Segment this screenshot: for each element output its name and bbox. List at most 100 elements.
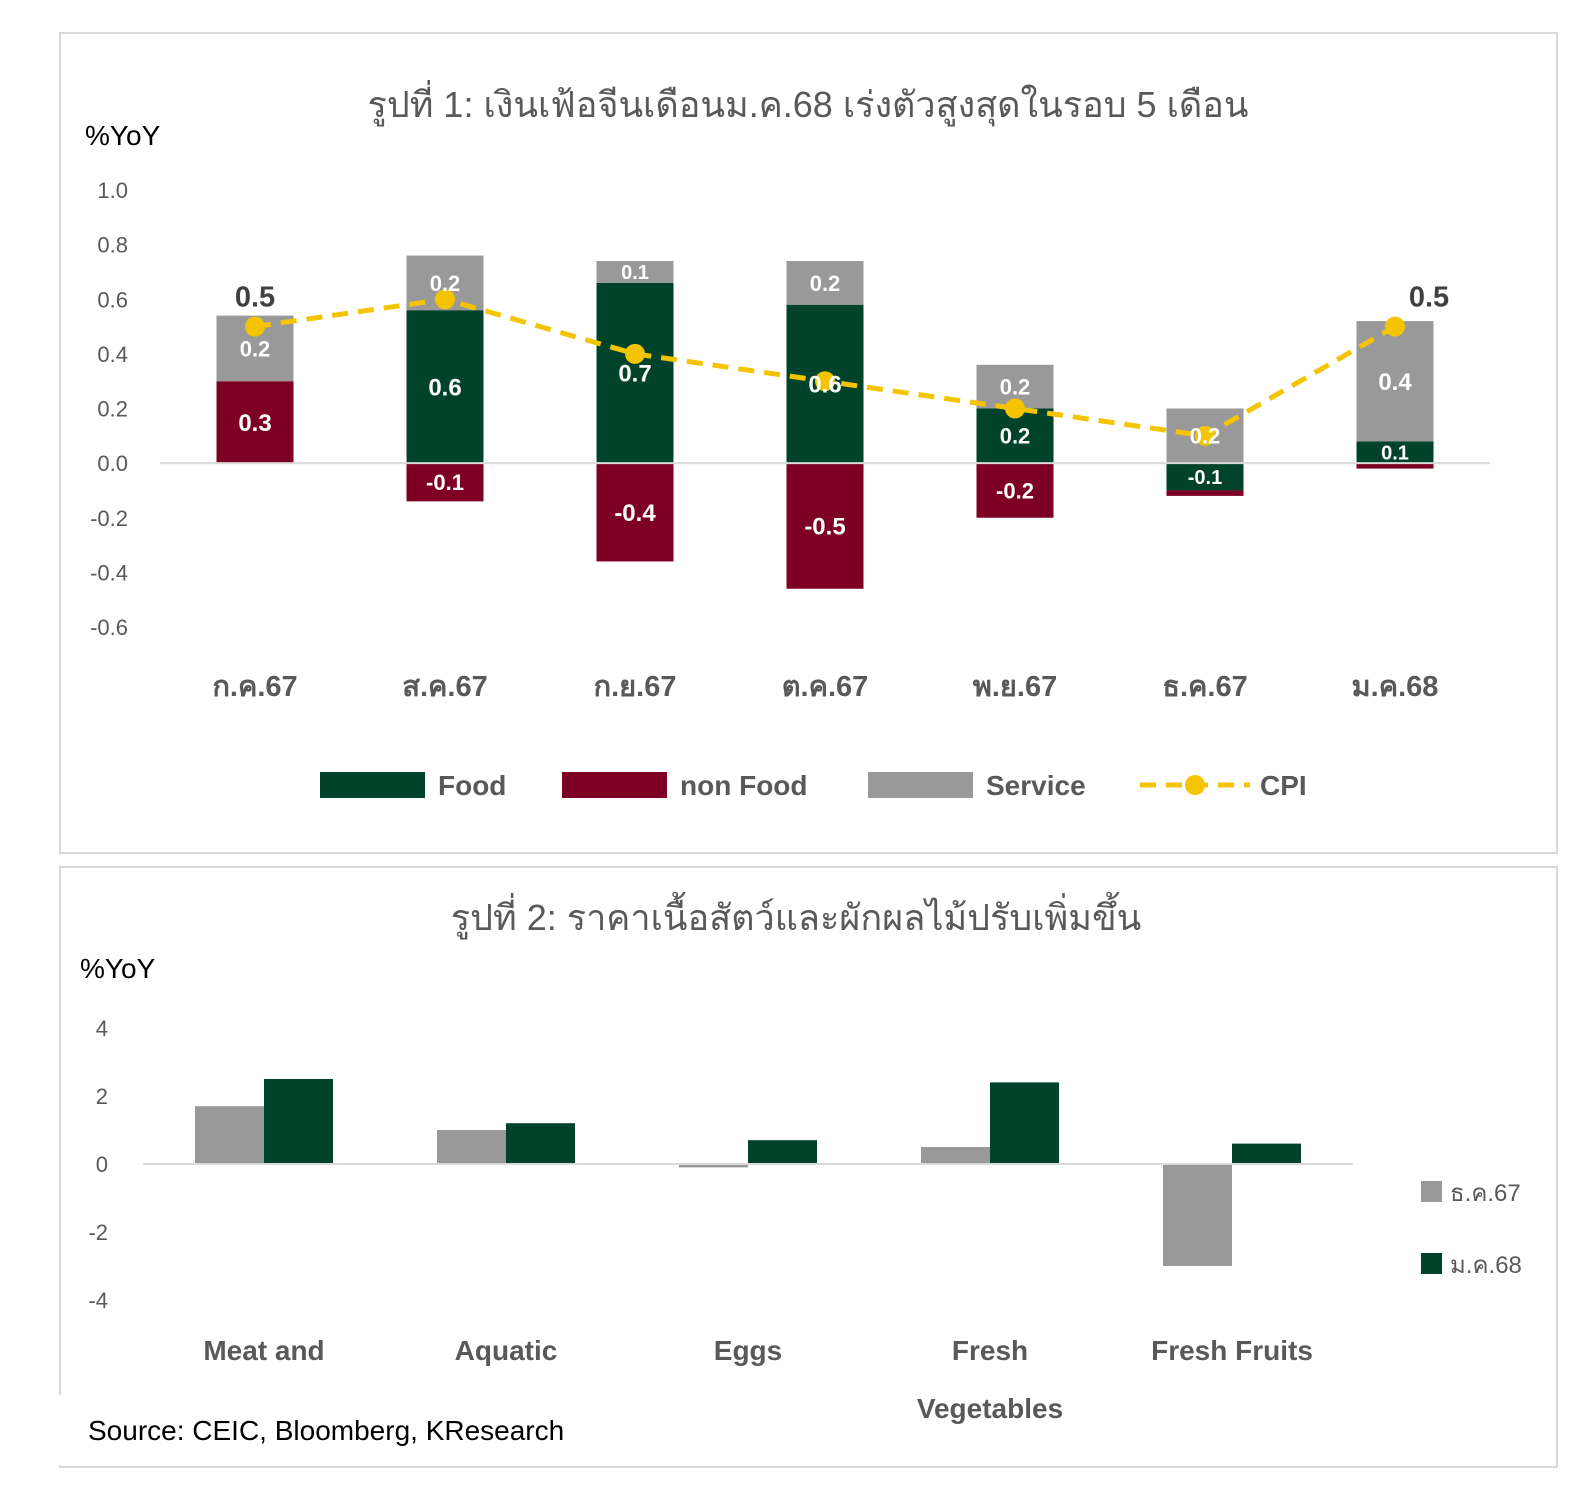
- chart2-legend-swatch: [1421, 1181, 1442, 1202]
- chart1-bar-label: 0.3: [238, 410, 271, 437]
- chart1-bar-non-food: [596, 463, 674, 562]
- chart1-cpi-label: 0.5: [235, 282, 275, 314]
- chart1-bar-label: -0.1: [1188, 467, 1222, 489]
- chart1-bar-non-food: [1166, 490, 1244, 496]
- chart1-cpi-point: [1195, 425, 1215, 446]
- chart2-bar-series-1: [506, 1123, 575, 1164]
- chart2-bar-series-1: [990, 1082, 1059, 1164]
- chart1-bar-food: [1166, 463, 1244, 491]
- chart1-y-tick-label: 0.2: [97, 397, 128, 422]
- chart1-x-tick-label: ส.ค.67: [402, 671, 487, 703]
- chart2-frame: [59, 866, 1558, 1468]
- chart1-bar-service: [786, 261, 864, 305]
- chart2-legend-label: ธ.ค.67: [1450, 1180, 1521, 1207]
- chart2-bar-series-0: [437, 1130, 506, 1164]
- chart2-bar-series-1: [1232, 1143, 1301, 1164]
- chart2-y-axis-label: %YoY: [80, 953, 156, 984]
- chart1-bar-label: 0.1: [621, 262, 649, 284]
- chart2-legend: ธ.ค.67 ม.ค.68: [1421, 1180, 1522, 1279]
- chart1-x-tick-label: พ.ย.67: [973, 671, 1057, 703]
- chart1-legend: Food non Food Service CPI: [320, 770, 1307, 801]
- source-note: Source: CEIC, Bloomberg, KResearch: [88, 1415, 564, 1446]
- chart2-y-tick-label: 0: [96, 1152, 108, 1177]
- chart2-x-tick-label: Meat and: [203, 1335, 324, 1366]
- chart1-x-ticks: ก.ค.67 ส.ค.67 ก.ย.67 ต.ค.67 พ.ย.67 ธ.ค.67 ม.ค.…: [212, 671, 1438, 703]
- chart1-x-tick-label: ม.ค.68: [1352, 671, 1439, 703]
- chart1-bar-label: 0.2: [1000, 424, 1031, 449]
- chart1-bar-label: -0.2: [996, 478, 1034, 503]
- chart1-cpi-point: [245, 316, 265, 337]
- chart2-bar-series-0: [679, 1164, 748, 1168]
- chart1-bar-non-food: [786, 463, 864, 589]
- chart1-legend-label: Service: [986, 770, 1086, 801]
- chart2-y-tick-label: -2: [88, 1220, 108, 1245]
- chart1-y-tick-label: -0.6: [90, 615, 128, 640]
- chart1-title: รูปที่ 1: เงินเฟ้อจีนเดือนม.ค.68 เร่งตัว…: [368, 80, 1249, 127]
- chart1-cpi-line: 0.5 0.5: [235, 282, 1449, 446]
- source-backdrop: [50, 1395, 740, 1465]
- chart1-bar-label: 0.2: [240, 336, 271, 361]
- chart1-bar-label: 0.4: [1378, 369, 1412, 396]
- chart2-x-ticks: Meat and Aquatic Eggs Fresh Vegetables Fresh …: [203, 1335, 1313, 1424]
- chart1-y-tick-label: -0.4: [90, 560, 128, 585]
- chart1-legend-marker-cpi: [1185, 775, 1205, 795]
- chart1-y-tick-label: 0.6: [97, 287, 128, 312]
- chart1-cpi-point: [625, 343, 645, 364]
- chart2-bar-series-1: [264, 1079, 333, 1164]
- chart1-x-tick-label: ธ.ค.67: [1162, 671, 1247, 703]
- chart1-y-ticks: 1.0 0.8 0.6 0.4 0.2 0.0 -0.2 -0.4 -0.6: [90, 178, 128, 640]
- chart1-legend-label: Food: [438, 770, 506, 801]
- chart1-bar-label: 0.2: [430, 271, 461, 296]
- chart2-legend-label: ม.ค.68: [1450, 1252, 1522, 1279]
- chart2-x-tick-label: Fresh Fruits: [1151, 1335, 1313, 1366]
- chart2-bar-series-0: [921, 1147, 990, 1164]
- chart1-bar-label: 0.2: [1190, 424, 1221, 449]
- chart1-bar-food: [596, 282, 674, 464]
- chart1-bar-label: 0.7: [618, 361, 651, 388]
- chart1-x-tick-label: ก.ค.67: [212, 671, 297, 703]
- chart1-bar-non-food: [1356, 463, 1434, 469]
- chart2-x-tick-label: Fresh: [952, 1335, 1028, 1366]
- chart1-bar-non-food: [216, 381, 294, 464]
- chart1-y-axis-label: %YoY: [85, 120, 161, 151]
- chart1-y-tick-label: 0.8: [97, 233, 128, 258]
- chart2-title: รูปที่ 2: ราคาเนื้อสัตว์และผักผลไม้ปรับเ…: [451, 891, 1141, 940]
- chart1-y-tick-label: 0.4: [97, 342, 128, 367]
- chart1-legend-swatch: [868, 772, 973, 798]
- chart2-bars: [195, 1079, 1301, 1266]
- chart2-x-tick-label: Eggs: [714, 1335, 782, 1366]
- chart1-bar-label: 0.1: [1381, 442, 1409, 464]
- chart2-x-tick-label: Vegetables: [917, 1393, 1063, 1424]
- chart1-legend-swatch: [562, 772, 667, 798]
- chart1-bar-label: 0.6: [808, 372, 841, 399]
- chart1-cpi-point: [815, 371, 835, 392]
- chart1-bar-service: [596, 261, 674, 283]
- chart2-y-tick-label: -4: [88, 1288, 108, 1313]
- chart2-y-ticks: 4 2 0 -2 -4: [88, 1016, 108, 1313]
- chart1-x-tick-label: ต.ค.67: [782, 671, 869, 703]
- chart1-cpi-point: [1385, 316, 1405, 337]
- chart1-bar-non-food: [976, 463, 1054, 518]
- chart1-bar-label: -0.5: [804, 514, 845, 541]
- chart2-legend-swatch: [1421, 1253, 1442, 1274]
- chart2-bar-series-0: [195, 1106, 264, 1164]
- chart1-y-tick-label: -0.2: [90, 506, 128, 531]
- chart1-bar-label: -0.4: [614, 500, 656, 527]
- chart1-data-labels: 0.3 0.2 0.6 -0.1 0.2 0.7 -0.4 0.1 0.6 -0.5 0.2 0.2 -…: [238, 262, 1412, 540]
- chart2-y-tick-label: 4: [96, 1016, 108, 1041]
- chart1-bar-label: 0.2: [810, 271, 841, 296]
- chart1-cpi-point: [1005, 398, 1025, 419]
- chart2-x-tick-label: Aquatic: [455, 1335, 558, 1366]
- chart1-y-tick-label: 0.0: [97, 451, 128, 476]
- chart1-bar-food: [406, 310, 484, 464]
- chart1-bar-label: 0.6: [428, 374, 461, 401]
- chart1-cpi-label: 0.5: [1409, 282, 1449, 314]
- chart1-bar-label: 0.2: [1000, 375, 1031, 400]
- chart1-y-tick-label: 1.0: [97, 178, 128, 203]
- chart1-legend-swatch: [320, 772, 425, 798]
- chart1-cpi-point: [435, 289, 455, 310]
- chart1-legend-label: CPI: [1260, 770, 1307, 801]
- chart1-legend-label: non Food: [680, 770, 808, 801]
- chart1-x-tick-label: ก.ย.67: [594, 671, 677, 703]
